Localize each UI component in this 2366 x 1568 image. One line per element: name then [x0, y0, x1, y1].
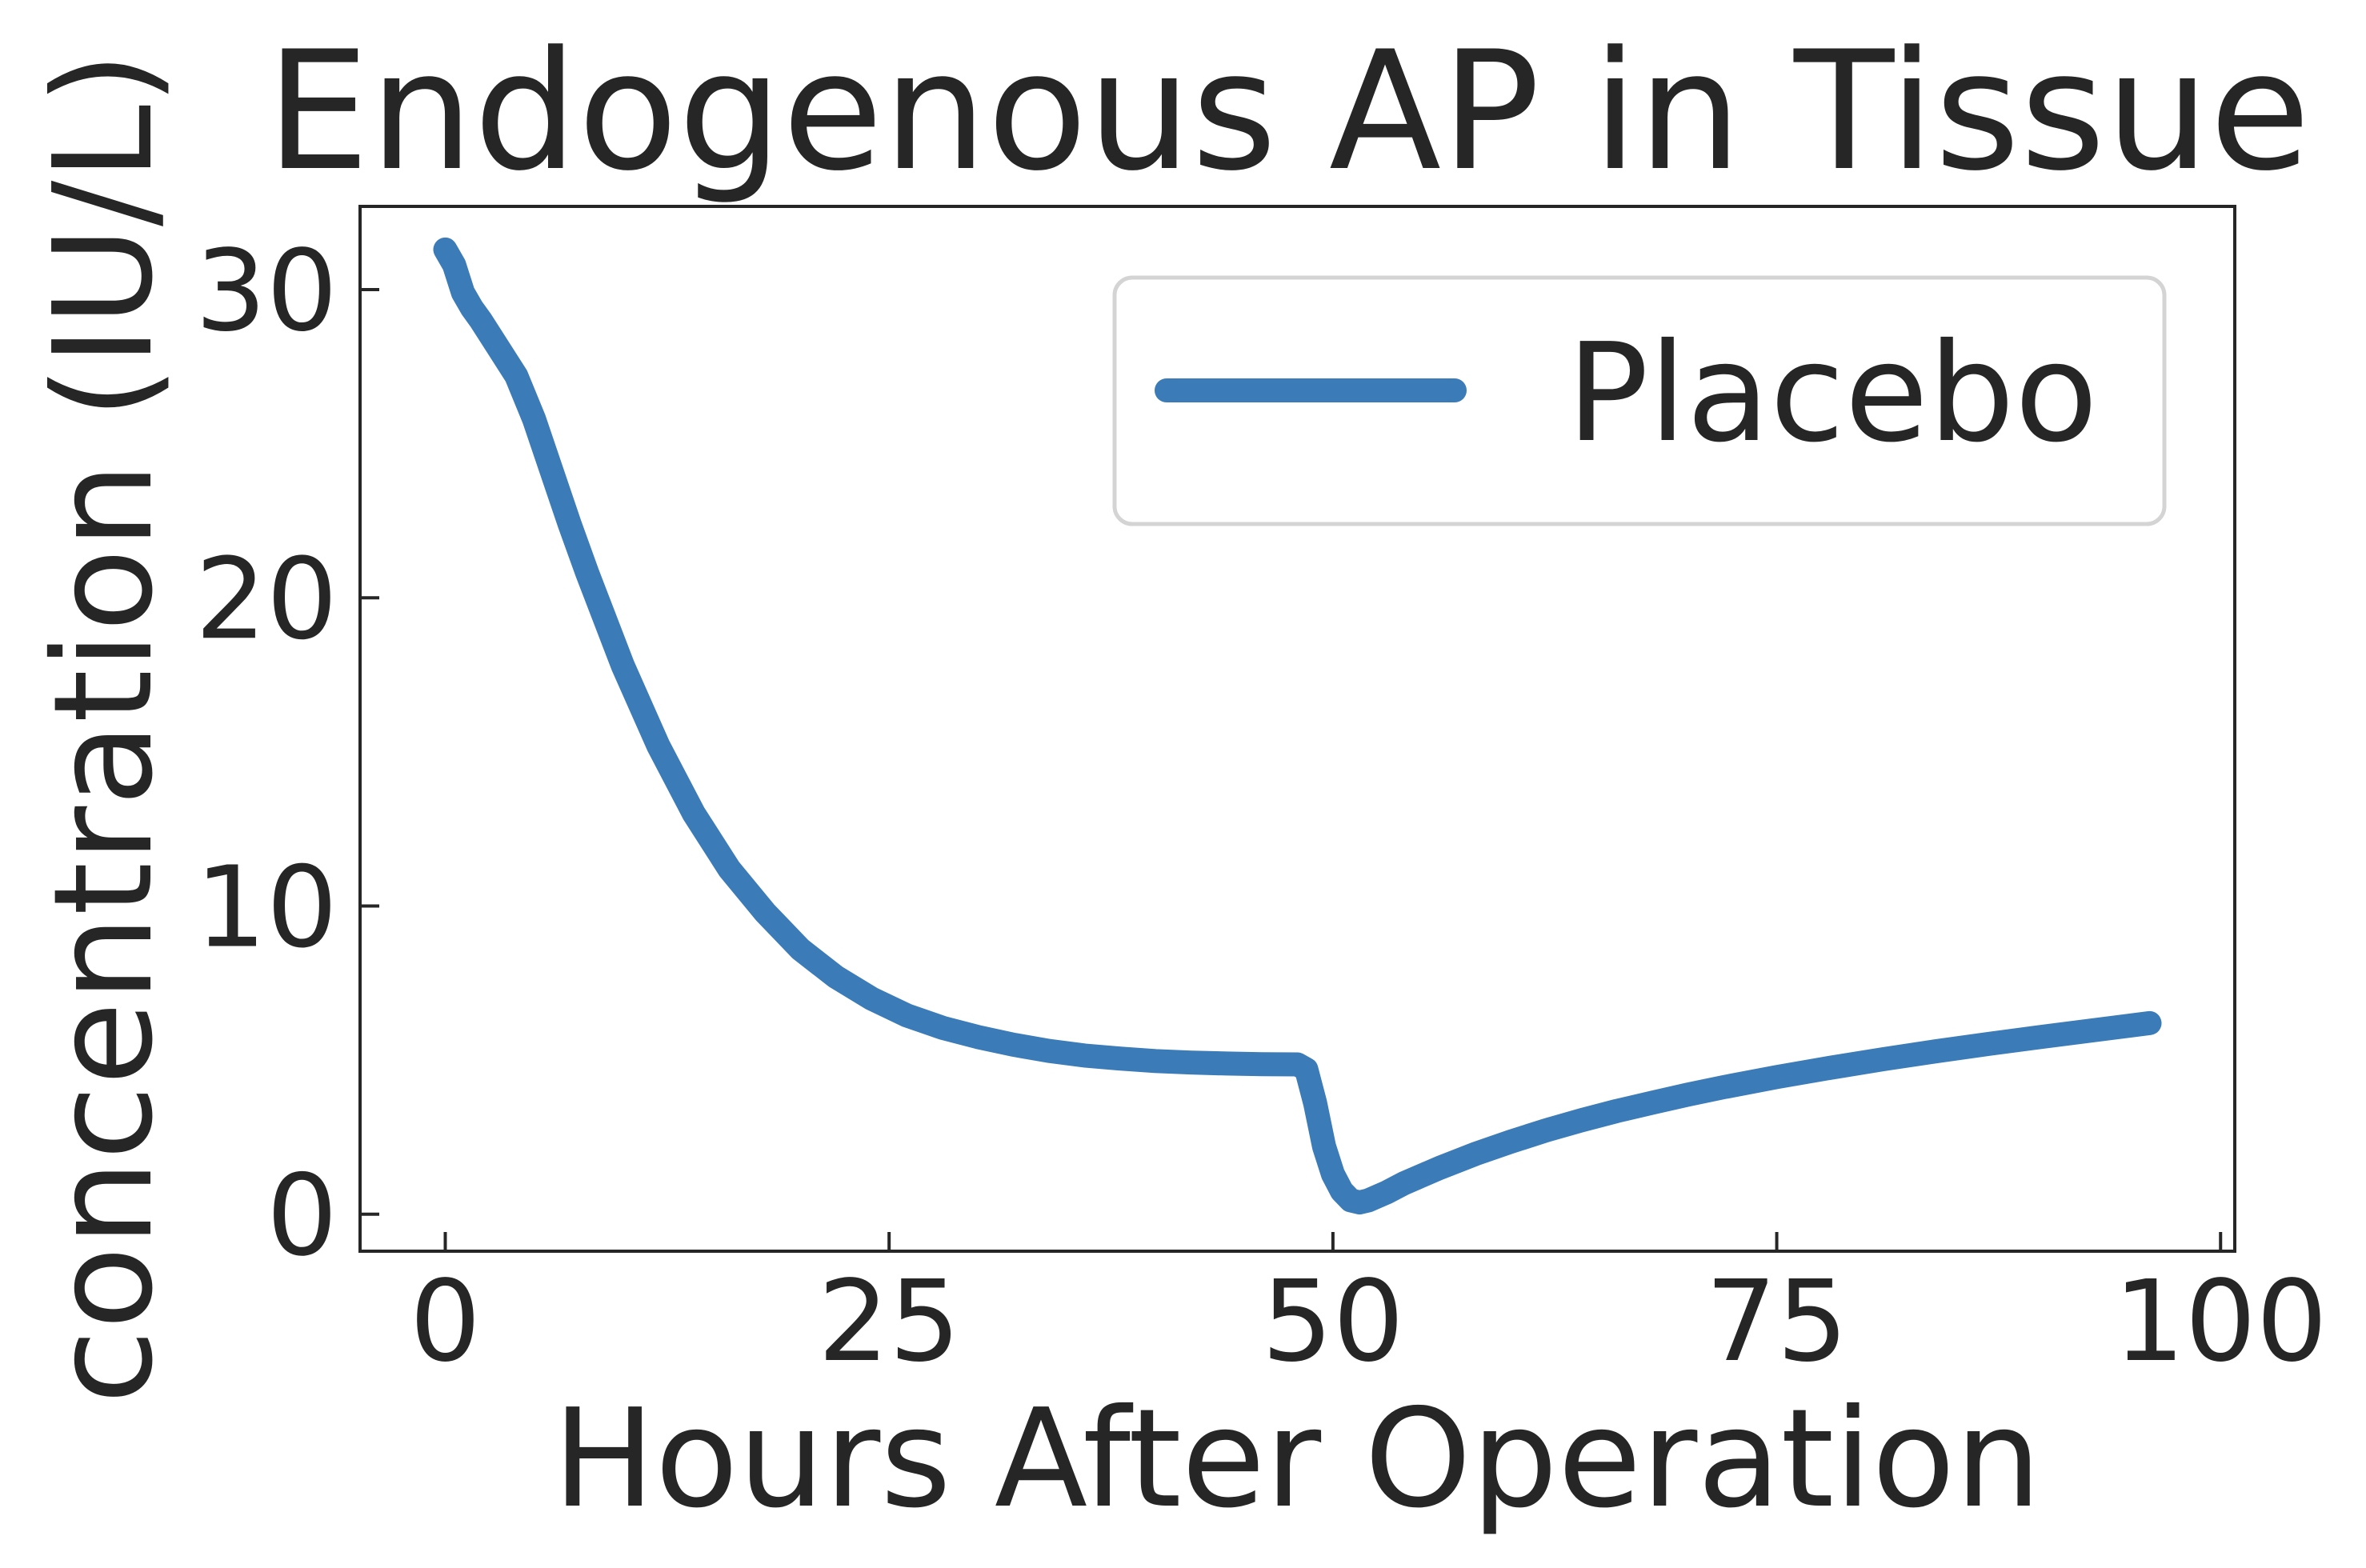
y-tick-label: 20	[195, 534, 338, 665]
y-tick-label: 0	[266, 1151, 338, 1282]
x-tick-label: 100	[2114, 1257, 2328, 1387]
x-axis: 0 25 50 75 100	[410, 1232, 2328, 1387]
x-axis-label: Hours After Operation	[553, 1380, 2041, 1538]
plot-area	[433, 237, 2162, 1215]
legend-label-placebo: Placebo	[1567, 314, 2098, 473]
y-axis: 0 10 20 30	[195, 226, 379, 1282]
series-line-placebo	[433, 237, 2162, 1215]
y-axis-label: concentration (IU/L)	[25, 52, 183, 1405]
legend: Placebo	[1112, 275, 2167, 526]
plot-frame	[358, 205, 2236, 1253]
legend-frame	[1112, 275, 2167, 526]
chart-title: Endogenous AP in Tissue	[266, 17, 2310, 207]
x-tick-label: 50	[1262, 1257, 1404, 1387]
x-tick-label: 75	[1705, 1257, 1848, 1387]
y-tick-label: 10	[195, 843, 338, 974]
x-tick-label: 0	[410, 1257, 481, 1387]
x-tick-label: 25	[818, 1257, 960, 1387]
y-tick-label: 30	[195, 226, 338, 357]
